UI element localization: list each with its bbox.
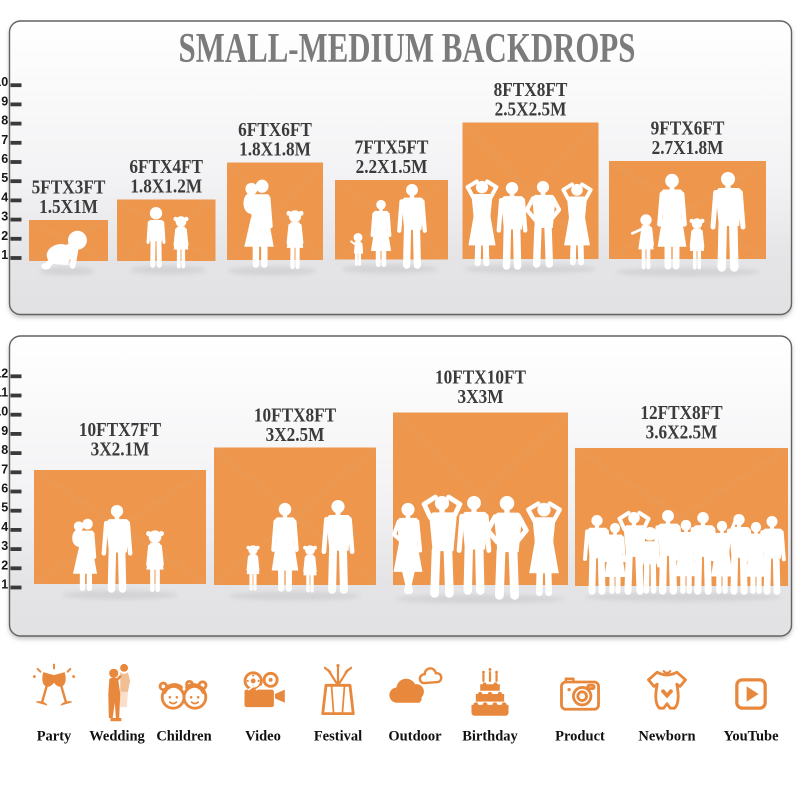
svg-text:Outdoor: Outdoor — [388, 728, 442, 744]
svg-text:6FTX6FT: 6FTX6FT — [238, 119, 312, 141]
svg-text:SMALL-MEDIUM BACKDROPS: SMALL-MEDIUM BACKDROPS — [179, 24, 636, 71]
svg-text:3: 3 — [1, 210, 8, 224]
svg-text:Festival: Festival — [314, 728, 362, 744]
svg-text:12: 12 — [0, 366, 8, 380]
svg-text:3.6X2.5M: 3.6X2.5M — [646, 421, 718, 443]
svg-text:1: 1 — [1, 578, 8, 592]
svg-text:Wedding: Wedding — [89, 728, 145, 744]
svg-text:10: 10 — [0, 75, 8, 89]
svg-text:Children: Children — [156, 728, 211, 744]
svg-text:1.5X1M: 1.5X1M — [39, 196, 98, 218]
svg-text:2.2X1.5M: 2.2X1.5M — [356, 156, 428, 178]
svg-text:Video: Video — [245, 728, 281, 744]
svg-text:1.8X1.2M: 1.8X1.2M — [130, 175, 202, 197]
svg-text:3: 3 — [1, 539, 8, 553]
svg-text:5FTX3FT: 5FTX3FT — [32, 176, 106, 198]
svg-text:3X3M: 3X3M — [458, 386, 504, 408]
svg-text:3X2.5M: 3X2.5M — [266, 424, 325, 446]
svg-text:10FTX10FT: 10FTX10FT — [435, 366, 526, 388]
svg-text:Birthday: Birthday — [462, 728, 518, 744]
svg-text:2: 2 — [1, 558, 8, 572]
svg-text:1.8X1.8M: 1.8X1.8M — [239, 138, 311, 160]
svg-text:9: 9 — [1, 94, 8, 108]
svg-text:5: 5 — [1, 171, 8, 185]
svg-text:6: 6 — [1, 482, 8, 496]
svg-text:6: 6 — [1, 152, 8, 166]
svg-text:2.7X1.8M: 2.7X1.8M — [652, 137, 724, 159]
svg-text:Product: Product — [555, 728, 605, 744]
svg-text:7: 7 — [1, 133, 8, 147]
svg-text:Newborn: Newborn — [638, 728, 695, 744]
svg-text:7: 7 — [1, 462, 8, 476]
svg-text:YouTube: YouTube — [723, 728, 779, 744]
svg-text:9FTX6FT: 9FTX6FT — [651, 117, 725, 139]
svg-text:7FTX5FT: 7FTX5FT — [355, 136, 429, 158]
svg-text:10FTX8FT: 10FTX8FT — [254, 404, 337, 426]
svg-text:9: 9 — [1, 424, 8, 438]
svg-text:3X2.1M: 3X2.1M — [91, 438, 150, 460]
svg-text:10: 10 — [0, 405, 8, 419]
svg-text:1: 1 — [1, 248, 8, 262]
svg-text:6FTX4FT: 6FTX4FT — [129, 156, 203, 178]
svg-text:5: 5 — [1, 501, 8, 515]
svg-text:8: 8 — [1, 443, 8, 457]
svg-text:Party: Party — [37, 728, 72, 744]
svg-text:2: 2 — [1, 229, 8, 243]
svg-text:10FTX7FT: 10FTX7FT — [79, 419, 162, 441]
svg-text:8: 8 — [1, 114, 8, 128]
svg-text:12FTX8FT: 12FTX8FT — [640, 402, 723, 424]
svg-text:4: 4 — [1, 520, 8, 534]
svg-text:11: 11 — [0, 386, 8, 400]
svg-text:4: 4 — [1, 190, 8, 204]
svg-text:2.5X2.5M: 2.5X2.5M — [495, 98, 567, 120]
svg-text:8FTX8FT: 8FTX8FT — [494, 79, 568, 101]
